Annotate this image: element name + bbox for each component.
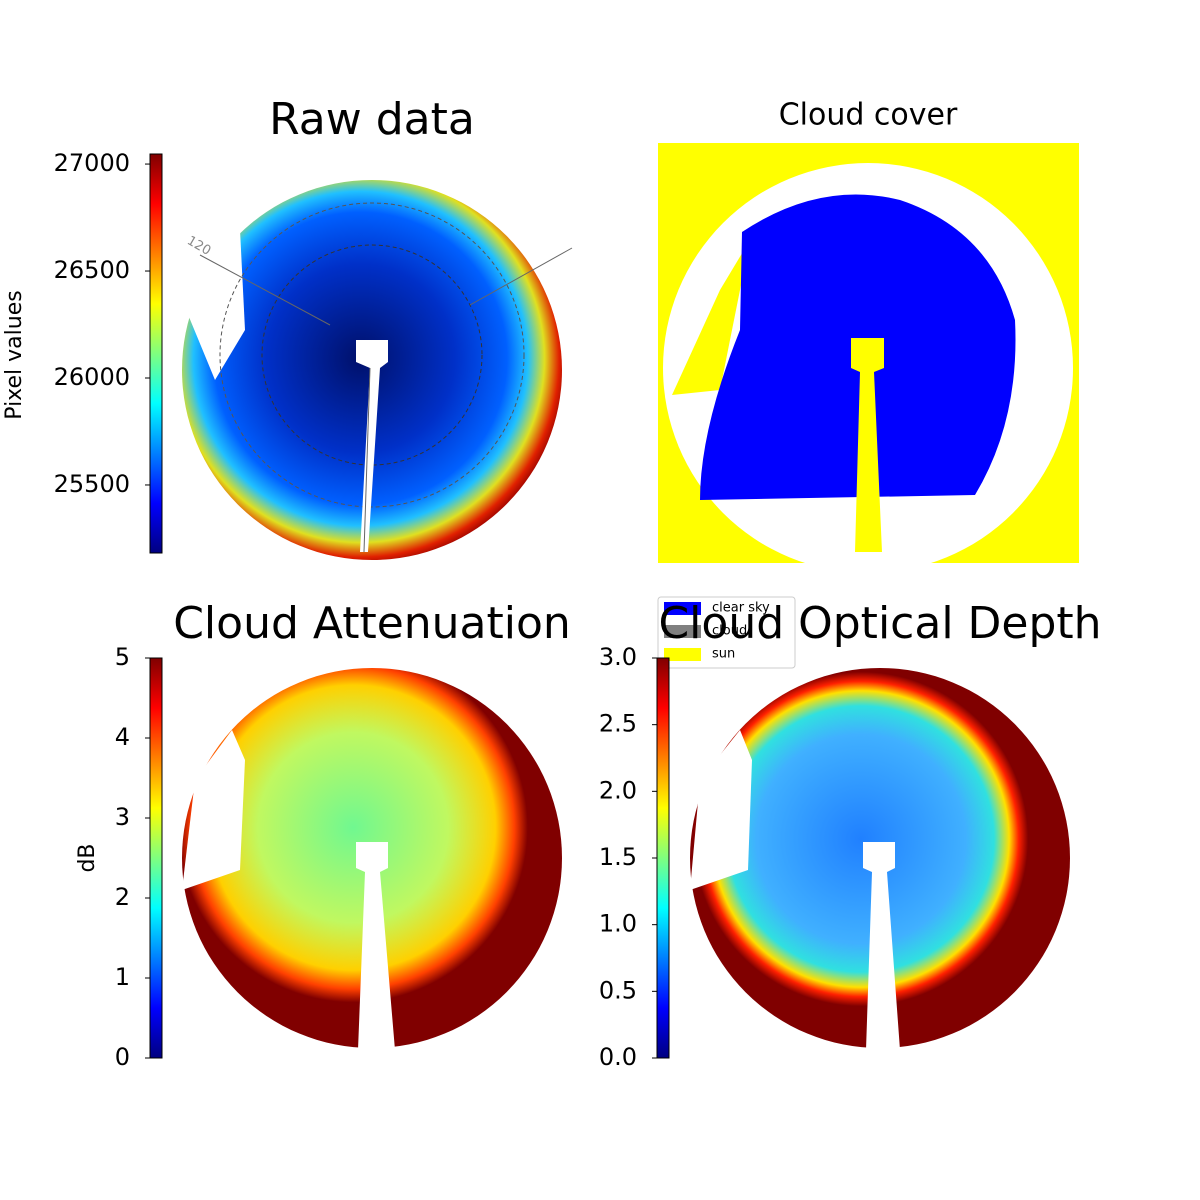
legend-swatch — [664, 625, 701, 638]
colorbar-tick-label: 3 — [115, 803, 130, 831]
colorbar-label: dB — [75, 843, 100, 872]
panel-title: Raw data — [269, 94, 475, 145]
colorbar — [656, 657, 670, 1059]
colorbar-tick-label: 0.5 — [599, 976, 637, 1004]
colorbar-tick-label: 2.5 — [599, 710, 637, 738]
panel-title: Cloud Attenuation — [173, 598, 571, 649]
colorbar-tick-label: 26000 — [54, 363, 130, 391]
colorbar-tick-label: 2.0 — [599, 776, 637, 804]
colorbar-tick-label: 5 — [115, 643, 130, 671]
colorbar-tick-label: 25500 — [54, 470, 130, 498]
panel-title: Cloud Optical Depth — [658, 598, 1101, 649]
colorbar-tick-label: 3.0 — [599, 643, 637, 671]
colorbar-tick-label: 27000 — [54, 149, 130, 177]
colorbar-tick-label: 1.0 — [599, 910, 637, 938]
panel-title: Cloud cover — [779, 98, 958, 133]
colorbar — [149, 657, 163, 1059]
colorbar — [149, 153, 163, 554]
legend-label: sun — [712, 647, 735, 662]
colorbar-tick-label: 2 — [115, 883, 130, 911]
colorbar-tick-label: 4 — [115, 723, 130, 751]
colorbar-label: Pixel values — [2, 290, 27, 419]
legend-swatch — [664, 602, 701, 615]
colorbar-tick-label: 1 — [115, 963, 130, 991]
colorbar-tick-label: 0.0 — [599, 1043, 637, 1071]
raw-image — [182, 180, 573, 560]
optical-depth-image — [690, 668, 1070, 1050]
colorbar-tick-label: 0 — [115, 1043, 130, 1071]
attenuation-image — [182, 668, 562, 1050]
legend-swatch — [664, 648, 701, 661]
colorbar-tick-label: 26500 — [54, 256, 130, 284]
colorbar-tick-label: 1.5 — [599, 843, 637, 871]
legend-label: clear sky — [712, 601, 770, 616]
cloud-cover-image — [658, 143, 1079, 573]
legend-label: cloud — [712, 624, 747, 639]
